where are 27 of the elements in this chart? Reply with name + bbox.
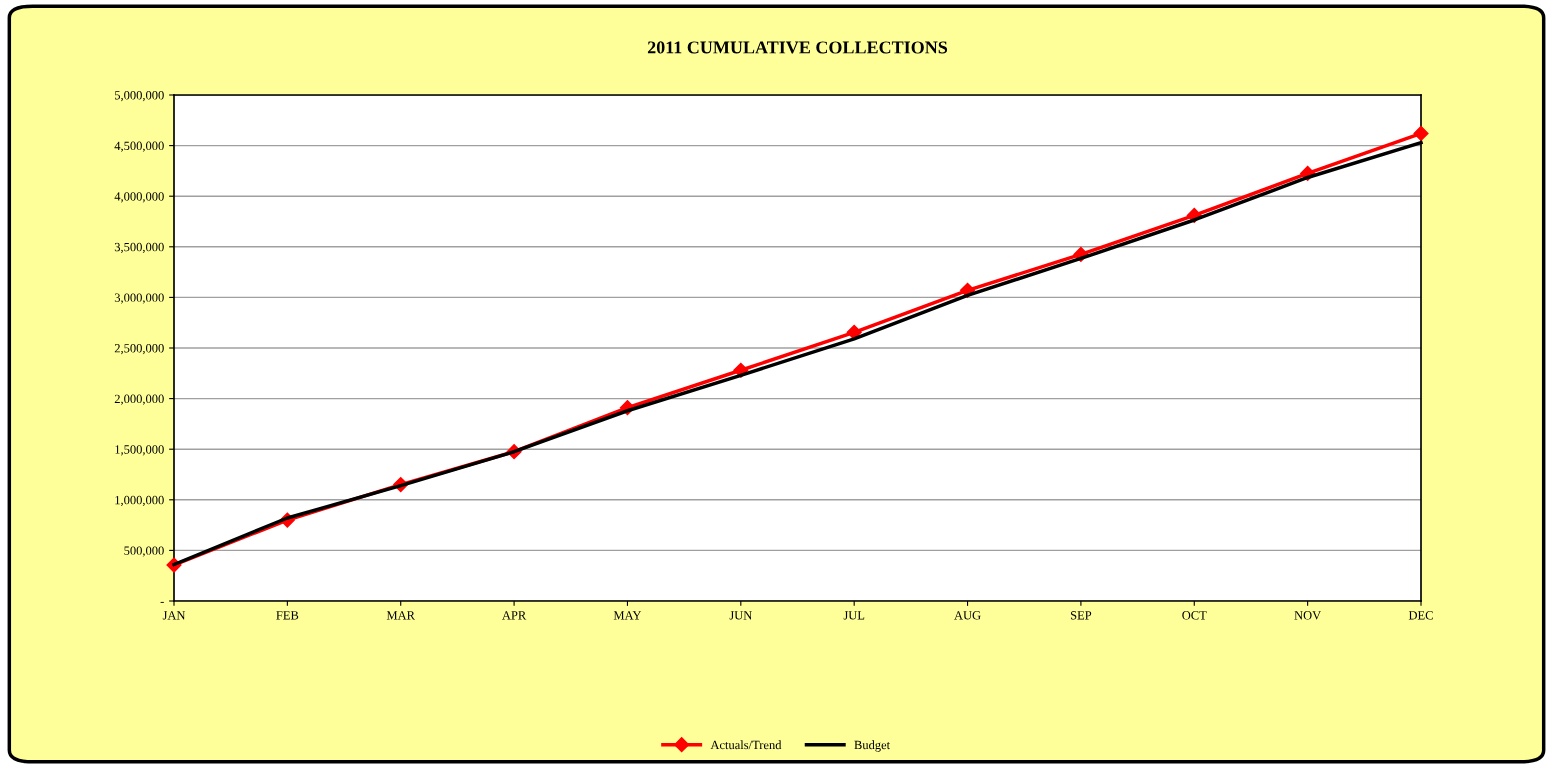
y-tick-label: 500,000 — [124, 546, 164, 557]
x-tick-label: MAY — [613, 611, 642, 620]
x-tick-label: SEP — [1070, 611, 1092, 620]
x-tick-label: JUN — [729, 611, 752, 620]
chart-title: 2011 CUMULATIVE COLLECTIONS — [647, 41, 948, 54]
x-tick-label: DEC — [1408, 611, 1433, 620]
y-tick-label: 1,500,000 — [115, 445, 164, 456]
y-tick-label: 3,000,000 — [114, 293, 164, 304]
legend-label: Actuals/Trend — [710, 740, 782, 750]
x-tick-label: JAN — [162, 611, 186, 620]
point — [1413, 125, 1429, 142]
x-tick-label: OCT — [1182, 611, 1207, 620]
x-tick-label: APR — [502, 611, 527, 620]
y-tick-label: 1,000,000 — [115, 495, 164, 507]
y-tick-label: - — [160, 601, 164, 603]
y-tick-label: 2,000,000 — [114, 394, 164, 405]
x-tick-label: NOV — [1294, 611, 1322, 620]
y-tick-label: 3,500,000 — [114, 242, 164, 254]
x-tick-label: FEB — [276, 611, 299, 620]
y-tick-label: 5,000,000 — [115, 91, 164, 102]
y-tick-label: 4,500,000 — [114, 141, 164, 152]
y-tick-label: 2,500,000 — [114, 344, 164, 355]
x-tick-label: JUL — [843, 611, 865, 620]
x-tick-label: AUG — [954, 611, 981, 620]
y-tick-label: 4,000,000 — [114, 192, 164, 203]
legend-label: Budget — [854, 740, 891, 752]
x-tick-label: MAR — [386, 611, 415, 620]
